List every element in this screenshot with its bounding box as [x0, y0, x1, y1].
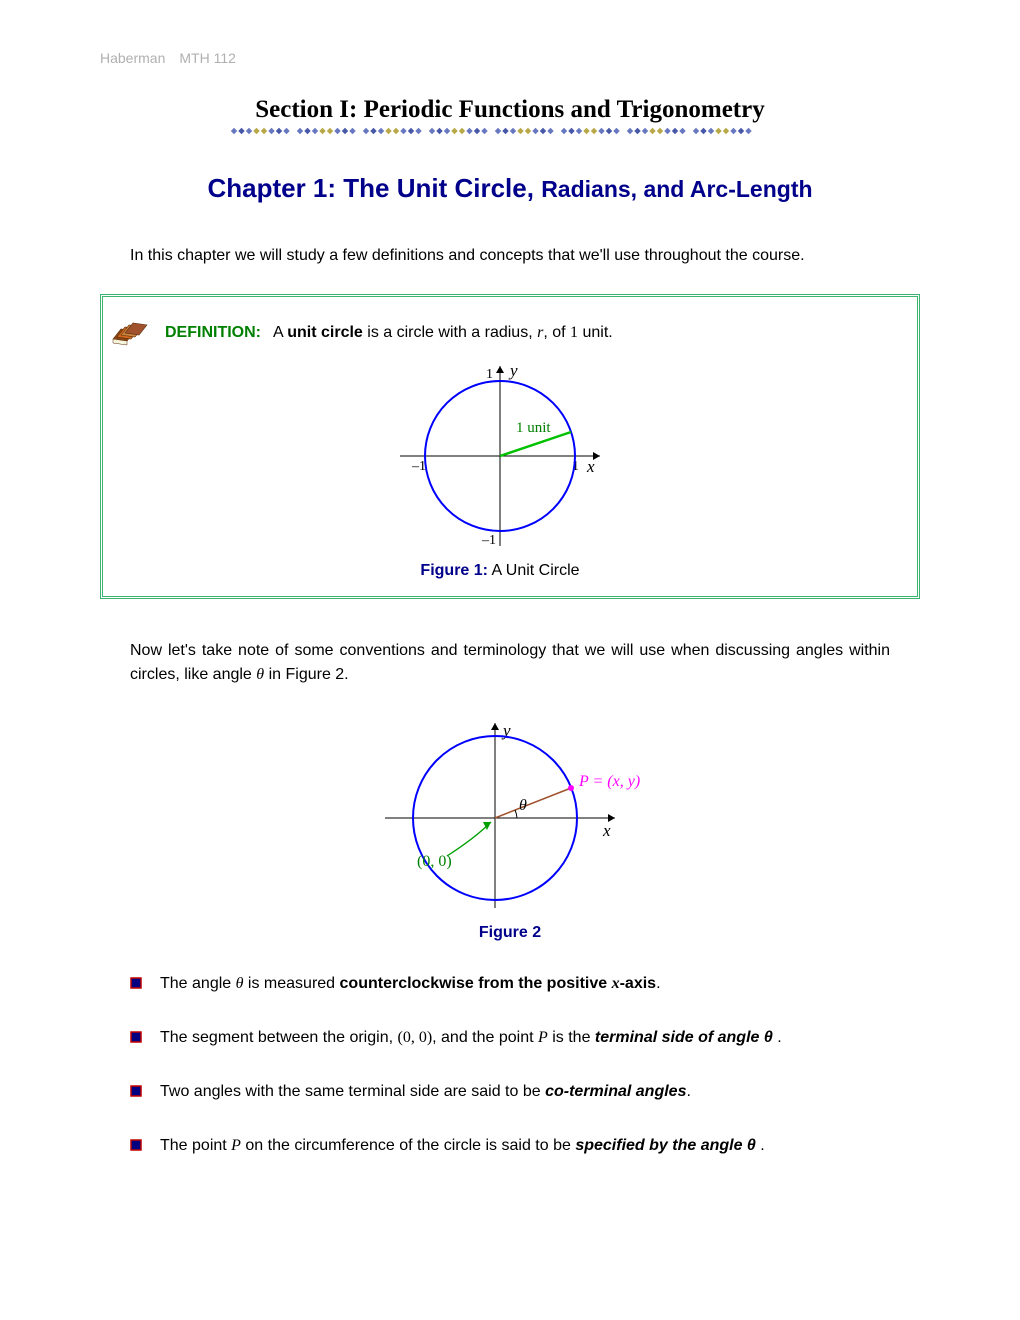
bullet-text: The segment between the origin, (0, 0), …: [160, 1026, 782, 1050]
page-header: Haberman MTH 112: [100, 50, 920, 66]
svg-text:(0, 0): (0, 0): [417, 853, 452, 870]
bullet-square-icon: [130, 1031, 142, 1043]
svg-text:–1: –1: [411, 459, 426, 474]
bullet-square-icon: [130, 1085, 142, 1097]
figure-2: y x P = (x, y) θ (0, 0) Figure 2: [100, 713, 920, 942]
svg-text:θ: θ: [519, 797, 527, 814]
bullet-item: The angle θ is measured counterclockwise…: [130, 972, 890, 996]
figure-1-caption: Figure 1: A Unit Circle: [107, 562, 893, 580]
svg-text:1 unit: 1 unit: [516, 420, 551, 436]
bullet-text: The angle θ is measured counterclockwise…: [160, 972, 661, 996]
svg-text:1: 1: [486, 367, 493, 382]
divider: [100, 126, 920, 137]
figure-1: –1 1 –1 1 y x 1 unit Fig: [107, 361, 893, 580]
chapter-title: Chapter 1: The Unit Circle, Radians, and…: [100, 173, 920, 204]
bullet-item: The segment between the origin, (0, 0), …: [130, 1026, 890, 1050]
bullet-item: The point P on the circumference of the …: [130, 1134, 890, 1158]
intro-paragraph: In this chapter we will study a few defi…: [130, 244, 890, 268]
bullet-square-icon: [130, 977, 142, 989]
svg-text:P = (x, y): P = (x, y): [578, 773, 640, 790]
bullet-square-icon: [130, 1139, 142, 1151]
definition-box: DEFINITION: A unit circle is a circle wi…: [100, 294, 920, 599]
bullet-text: The point P on the circumference of the …: [160, 1134, 765, 1158]
bullet-text: Two angles with the same terminal side a…: [160, 1080, 691, 1104]
svg-text:x: x: [586, 457, 595, 476]
definition-label: DEFINITION:: [165, 324, 261, 342]
svg-text:–1: –1: [481, 533, 496, 548]
bullet-item: Two angles with the same terminal side a…: [130, 1080, 890, 1104]
books-icon: [107, 313, 157, 353]
svg-text:y: y: [508, 361, 518, 380]
figure-2-caption: Figure 2: [100, 924, 920, 942]
paragraph-2: Now let's take note of some conventions …: [130, 639, 890, 687]
section-title: Section I: Periodic Functions and Trigon…: [100, 96, 920, 124]
bullet-list: The angle θ is measured counterclockwise…: [130, 972, 890, 1158]
svg-text:x: x: [602, 821, 611, 840]
definition-text: A unit circle is a circle with a radius,…: [273, 324, 613, 342]
